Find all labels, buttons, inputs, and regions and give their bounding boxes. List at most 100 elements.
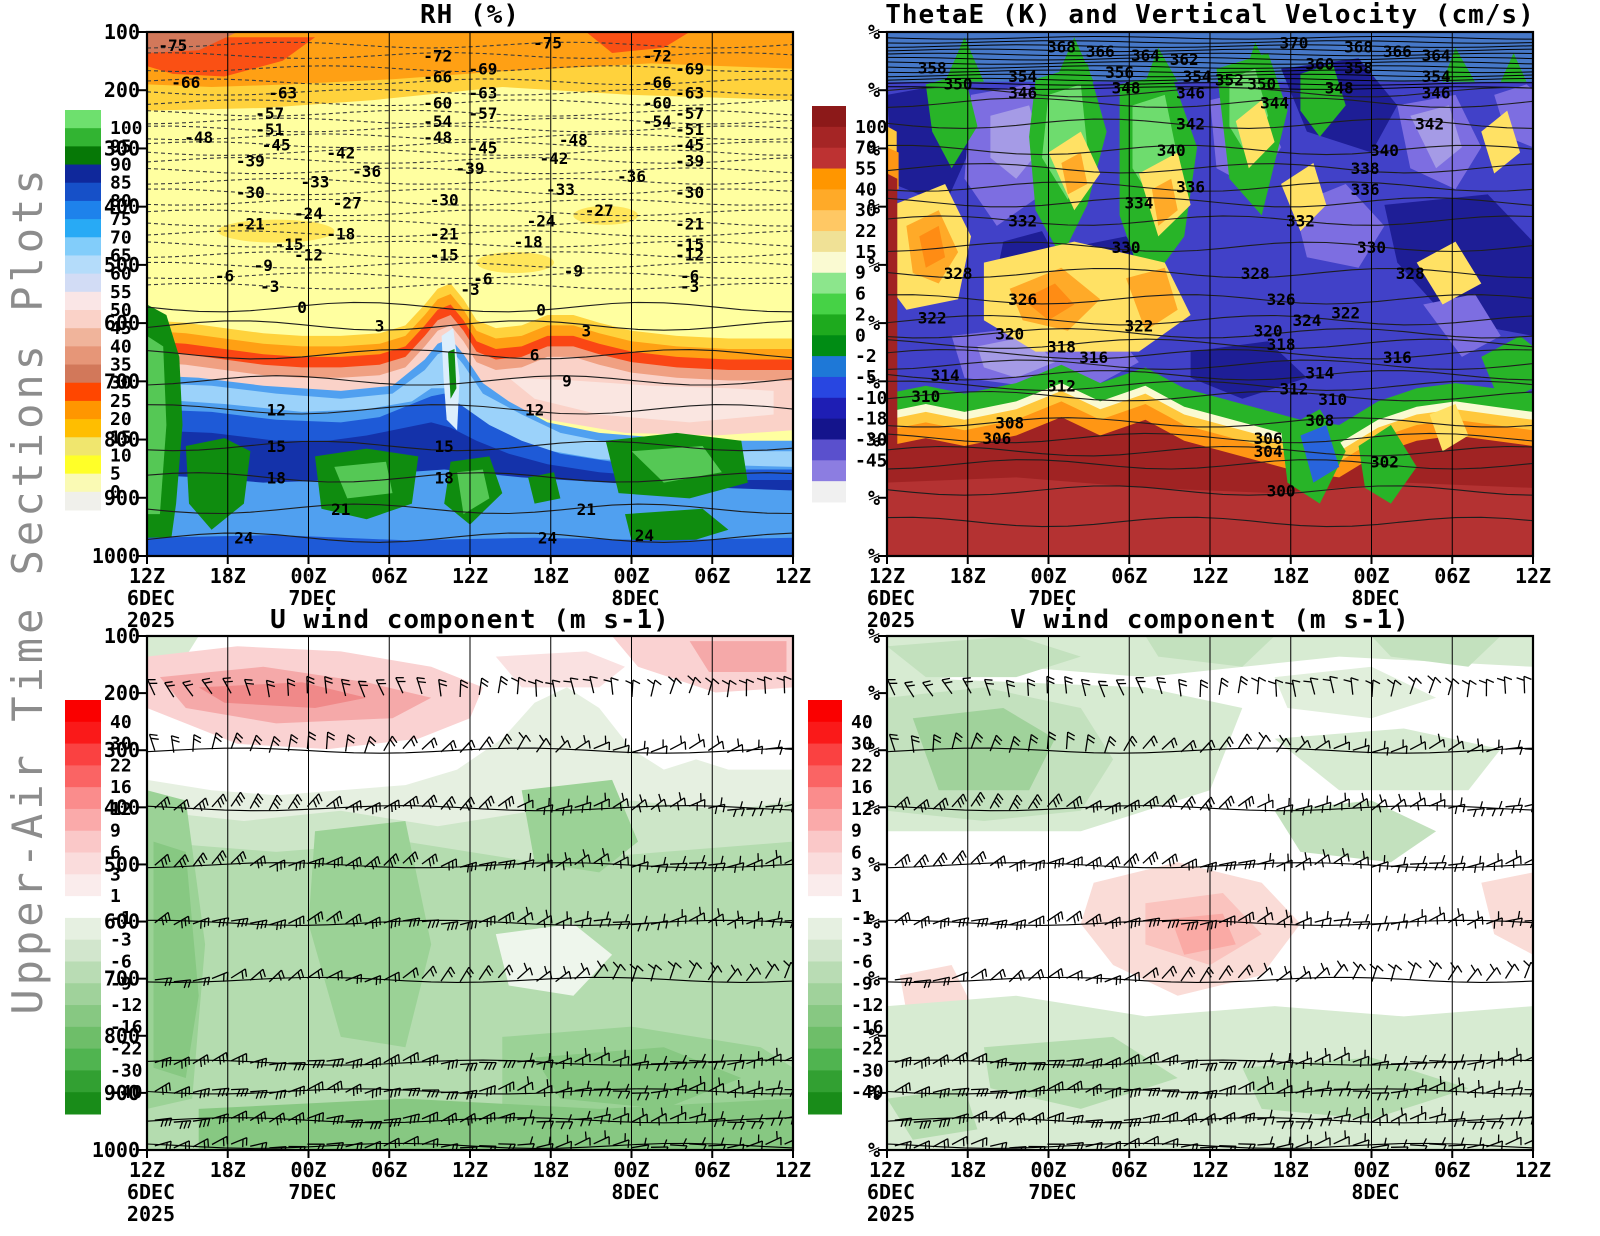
- barb-tick: [1271, 859, 1275, 868]
- barb-tick: [1283, 807, 1286, 816]
- barb-tick: [161, 917, 165, 926]
- barb-tick: [160, 859, 165, 868]
- barb-tick: [1032, 801, 1039, 809]
- barb-tick: [962, 677, 971, 680]
- fill-region: [1481, 335, 1533, 404]
- contour-label: -48: [559, 130, 588, 149]
- barb-tick: [321, 1081, 324, 1090]
- barb-tick: [1292, 679, 1301, 683]
- barb-tick: [255, 734, 263, 742]
- wind-barb: [612, 1139, 630, 1147]
- barb-tick: [777, 910, 781, 920]
- barb-tick: [218, 919, 222, 928]
- barb-tick: [1080, 1080, 1083, 1089]
- colorbar-cell: [65, 437, 101, 456]
- barb-tick: [474, 1113, 477, 1122]
- wind-barb: [1123, 1137, 1140, 1147]
- barb-tick: [904, 681, 913, 684]
- barb-tick: [1034, 797, 1041, 806]
- barb-tick: [389, 739, 396, 747]
- barb-tick: [1224, 1062, 1229, 1070]
- wind-barb: [970, 968, 986, 979]
- colorbar-cell: [808, 939, 842, 962]
- barb-tick: [1346, 1081, 1350, 1090]
- barb-tick: [798, 742, 801, 749]
- barb-tick: [665, 1113, 668, 1122]
- contour-label: 316: [1383, 348, 1412, 367]
- barb-tick: [1403, 1082, 1407, 1092]
- barb-tick: [598, 1088, 604, 1097]
- wind-barb: [932, 976, 950, 982]
- barb-tick: [682, 1054, 687, 1063]
- barb-tick: [740, 1122, 745, 1130]
- contour-label: -54: [423, 112, 452, 131]
- barb-tick: [560, 735, 566, 744]
- contour-label: -51: [255, 120, 284, 139]
- barb-tick: [287, 682, 296, 687]
- wind-barb: [631, 746, 649, 754]
- barb-tick: [430, 797, 435, 806]
- barb-tick: [284, 1146, 287, 1150]
- fill-region: [625, 508, 729, 546]
- barb-tick: [1187, 1061, 1191, 1070]
- wind-barb: [970, 732, 978, 750]
- barb-tick: [1232, 1062, 1237, 1071]
- barb-tick: [1539, 1115, 1541, 1123]
- wind-barb: [440, 739, 454, 753]
- barb-tick: [1072, 915, 1076, 924]
- wind-barb: [894, 1140, 912, 1147]
- barb-tick: [486, 1088, 489, 1097]
- barb-tick: [1536, 850, 1537, 858]
- date-label: 7DEC: [288, 586, 336, 610]
- wind-barb: [1104, 736, 1111, 753]
- barb-tick: [1517, 1110, 1522, 1119]
- barb-tick: [1343, 679, 1352, 683]
- barb-tick: [940, 920, 942, 929]
- wind-barb: [249, 968, 264, 981]
- barb-tick: [779, 917, 783, 927]
- contour-label: 368: [1047, 38, 1076, 57]
- barb-tick: [1386, 861, 1389, 870]
- barb-tick: [166, 796, 171, 805]
- thetae-vv-y-axis: %%%%%%%%%%: [868, 20, 887, 568]
- barb-tick: [1422, 855, 1427, 864]
- wind-barb: [1524, 919, 1533, 922]
- barb-tick: [206, 1054, 210, 1063]
- barb-tick: [1538, 1082, 1541, 1090]
- barb-tick: [416, 1088, 421, 1097]
- wind-barb: [983, 679, 991, 696]
- barb-tick: [567, 798, 570, 807]
- barb-tick: [721, 741, 725, 750]
- colorbar-label: 22: [851, 755, 873, 776]
- barb-tick: [504, 800, 508, 810]
- colorbar-label: 70: [855, 138, 877, 159]
- barb-tick: [551, 1143, 554, 1150]
- barb-tick: [681, 1078, 684, 1087]
- wind-barb: [1199, 679, 1202, 698]
- barb-tick: [720, 797, 723, 806]
- contour-label: 314: [1305, 364, 1334, 383]
- barb-tick: [1095, 859, 1099, 868]
- contour-label: -33: [301, 172, 330, 191]
- wind-barb: [1180, 1143, 1198, 1148]
- barb-tick: [941, 677, 951, 681]
- barb-tick: [454, 921, 459, 930]
- barb-tick: [586, 910, 589, 920]
- x-tick-label: 00Z: [1030, 564, 1066, 588]
- barb-tick: [643, 855, 646, 864]
- barb-tick: [1170, 797, 1175, 806]
- wind-barb: [1371, 746, 1389, 754]
- barb-tick: [324, 675, 333, 680]
- barb-tick: [397, 1054, 400, 1063]
- barb-tick: [332, 1059, 336, 1068]
- barb-tick: [943, 1140, 946, 1149]
- fill-region: [147, 335, 167, 515]
- wind-barb: [913, 979, 931, 983]
- barb-tick: [1004, 1058, 1008, 1067]
- x-tick-label: 18Z: [210, 564, 246, 588]
- barb-tick: [1191, 1060, 1195, 1069]
- barb-tick: [524, 861, 527, 870]
- contour-label: -12: [675, 246, 704, 265]
- barb-tick: [1149, 1056, 1152, 1065]
- colorbar-cell: [812, 147, 846, 170]
